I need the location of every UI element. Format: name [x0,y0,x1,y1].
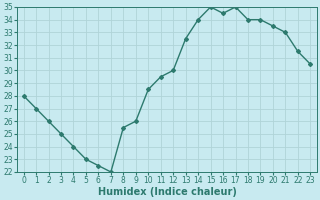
X-axis label: Humidex (Indice chaleur): Humidex (Indice chaleur) [98,187,236,197]
